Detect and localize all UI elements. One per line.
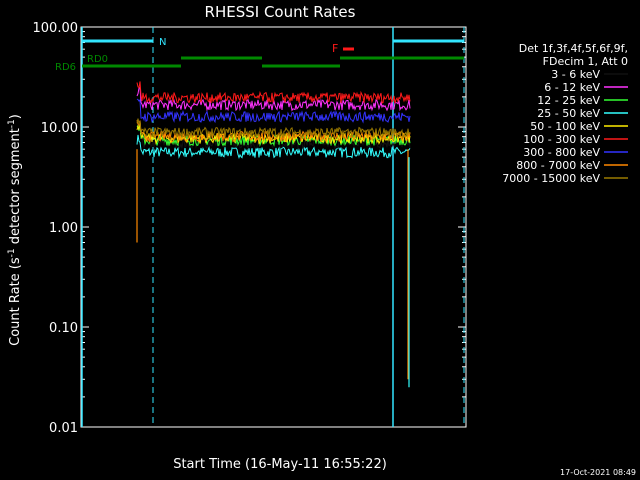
y-tick-label: 100.00 — [33, 21, 79, 36]
night-flag-label: N — [159, 37, 166, 48]
y-tick-label: 0.10 — [49, 321, 78, 336]
y-tick-label: 0.01 — [49, 421, 78, 436]
legend-label: 6 - 12 keV — [544, 81, 600, 94]
legend-label: 25 - 50 keV — [537, 107, 600, 120]
timestamp: 17-Oct-2021 08:49 — [560, 468, 636, 477]
legend-label: 800 - 7000 keV — [516, 159, 600, 172]
y-tick-label: 10.00 — [41, 121, 78, 136]
legend-header-line1: Det 1f,3f,4f,5f,6f,9f, — [519, 42, 628, 55]
series-line — [136, 86, 411, 112]
series-lines — [136, 81, 411, 388]
legend-label: 12 - 25 keV — [537, 94, 600, 107]
legend-label: 7000 - 15000 keV — [502, 172, 600, 185]
legend-label: 50 - 100 keV — [530, 120, 600, 133]
series-line — [136, 98, 411, 124]
flag-markers: N F RD0 RD6 — [55, 27, 465, 427]
series-line — [136, 81, 411, 104]
rd0-flag-label: RD0 — [87, 54, 108, 65]
x-axis-label: Start Time (16-May-11 16:55:22) — [173, 457, 387, 472]
rd6-flag-label: RD6 — [55, 62, 76, 73]
legend-label: 300 - 800 keV — [523, 146, 600, 159]
legend-label: 100 - 300 keV — [523, 133, 600, 146]
flare-flag-label: F — [332, 42, 338, 55]
legend-label: 3 - 6 keV — [551, 68, 600, 81]
chart-title: RHESSI Count Rates — [205, 3, 356, 21]
series-line — [136, 134, 411, 160]
series-line — [136, 118, 411, 140]
y-tick-label: 1.00 — [49, 221, 78, 236]
legend-header-line2: FDecim 1, Att 0 — [543, 55, 628, 68]
y-axis-label: Count Rate (s-1 detector segment-1) — [7, 114, 23, 346]
